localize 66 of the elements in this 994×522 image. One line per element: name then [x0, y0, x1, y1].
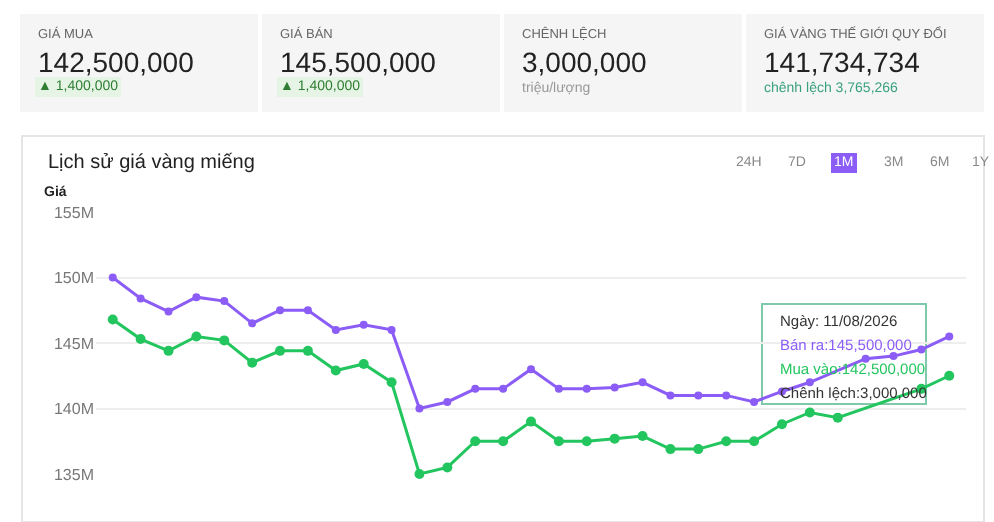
point	[499, 384, 508, 393]
point	[637, 431, 648, 442]
point	[944, 370, 955, 381]
point	[749, 436, 760, 447]
point	[832, 412, 843, 423]
point	[610, 383, 619, 392]
point	[387, 325, 396, 334]
point	[247, 357, 258, 368]
point	[415, 404, 424, 413]
point	[804, 407, 815, 418]
chart-title: Lịch sử giá vàng miếng	[48, 152, 255, 174]
y-tick-label: 155M	[53, 203, 95, 222]
y-tick-label: 135M	[53, 465, 95, 484]
point	[107, 314, 118, 325]
point	[582, 384, 591, 393]
point	[665, 444, 676, 455]
point	[889, 352, 898, 361]
text: 3,000,000	[522, 46, 647, 78]
point	[443, 397, 452, 406]
point	[693, 444, 704, 455]
point	[609, 433, 620, 444]
point	[694, 391, 703, 400]
point	[191, 331, 202, 342]
point	[414, 469, 425, 479]
point	[638, 378, 647, 387]
point	[386, 377, 397, 388]
point	[135, 334, 146, 345]
point	[498, 436, 509, 447]
point	[275, 345, 286, 356]
point	[666, 391, 675, 400]
point	[303, 306, 312, 315]
point	[471, 384, 480, 393]
text: 142,500,000	[38, 46, 195, 78]
text: 141,734,734	[764, 46, 921, 78]
point	[581, 436, 592, 447]
point	[192, 293, 201, 302]
y-tick-label: 140M	[53, 400, 95, 419]
point	[331, 325, 340, 334]
point	[722, 391, 731, 400]
point	[164, 307, 173, 316]
point	[276, 306, 285, 315]
text: 145,500,000	[280, 46, 437, 78]
point	[302, 345, 313, 356]
point	[776, 419, 787, 430]
point	[945, 332, 954, 341]
point	[526, 416, 536, 427]
point	[136, 294, 145, 303]
y-tick-label: 145M	[53, 334, 95, 353]
point	[219, 335, 230, 346]
point	[358, 358, 369, 369]
point	[248, 319, 257, 328]
point	[554, 384, 563, 393]
y-tick-label: 150M	[53, 269, 95, 288]
point	[108, 273, 117, 282]
point	[917, 345, 926, 354]
point	[750, 397, 759, 406]
point	[330, 365, 341, 376]
point	[163, 345, 174, 356]
point	[805, 378, 814, 387]
point	[527, 365, 535, 374]
point	[721, 436, 732, 447]
point	[442, 462, 453, 473]
point	[220, 297, 229, 306]
point	[470, 436, 481, 447]
point	[359, 320, 368, 329]
point	[553, 436, 564, 447]
